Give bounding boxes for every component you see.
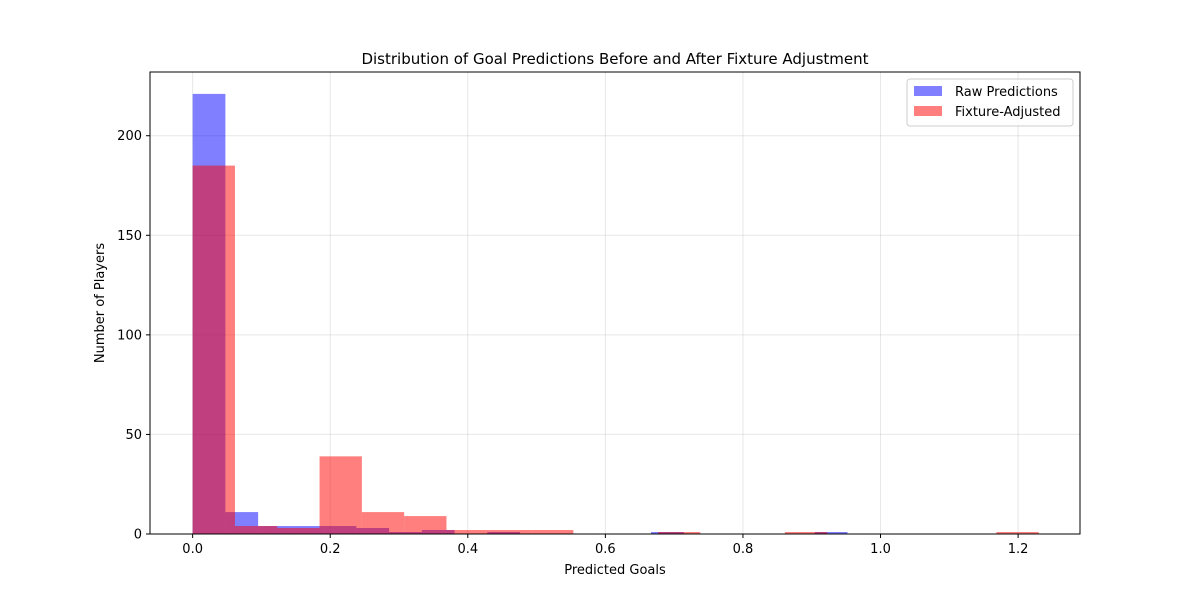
x-tick-label: 0.2 — [320, 542, 341, 557]
histogram-bar — [996, 532, 1039, 534]
histogram-bar — [657, 532, 701, 534]
histogram-bar — [814, 532, 848, 534]
histogram-bar — [404, 516, 447, 534]
chart-title: Distribution of Goal Predictions Before … — [361, 50, 868, 68]
x-tick-label: 0.4 — [457, 542, 478, 557]
histogram-bar — [192, 165, 235, 534]
x-tick-label: 1.0 — [870, 542, 891, 557]
legend: Raw Predictions Fixture-Adjusted — [906, 78, 1074, 127]
y-tick-label: 50 — [125, 428, 142, 443]
legend-swatch-adjusted — [914, 106, 942, 116]
y-axis-label: Number of Players — [93, 243, 108, 363]
axes: 0.0 0.2 0.4 0.6 0.8 1.0 1.2 0 50 100 150 200 — [117, 129, 1028, 557]
histogram-bar — [234, 526, 278, 534]
legend-label-adjusted: Fixture-Adjusted — [955, 105, 1061, 120]
histogram-bar — [446, 530, 489, 534]
x-tick-label: 1.2 — [1008, 542, 1029, 557]
histogram-bar — [361, 512, 405, 534]
legend-box — [906, 78, 1074, 127]
y-tick-label: 200 — [117, 129, 142, 144]
x-tick-label: 0.8 — [733, 542, 754, 557]
histogram-bar — [488, 530, 532, 534]
legend-swatch-raw — [914, 86, 942, 96]
histogram-bars — [192, 93, 1039, 534]
plot-frame — [149, 71, 1081, 535]
y-tick-label: 100 — [117, 328, 142, 343]
x-tick-label: 0.6 — [595, 542, 616, 557]
y-tick-label: 150 — [117, 229, 142, 244]
histogram-bar — [784, 532, 828, 534]
x-axis-label: Predicted Goals — [564, 563, 666, 578]
histogram-bar — [277, 528, 320, 534]
y-tick-label: 0 — [134, 528, 142, 543]
x-tick-label: 0.0 — [182, 542, 203, 557]
histogram-bar — [319, 456, 362, 534]
histogram-bar — [531, 530, 574, 534]
legend-label-raw: Raw Predictions — [955, 85, 1058, 100]
series-1-bars — [192, 165, 1039, 534]
